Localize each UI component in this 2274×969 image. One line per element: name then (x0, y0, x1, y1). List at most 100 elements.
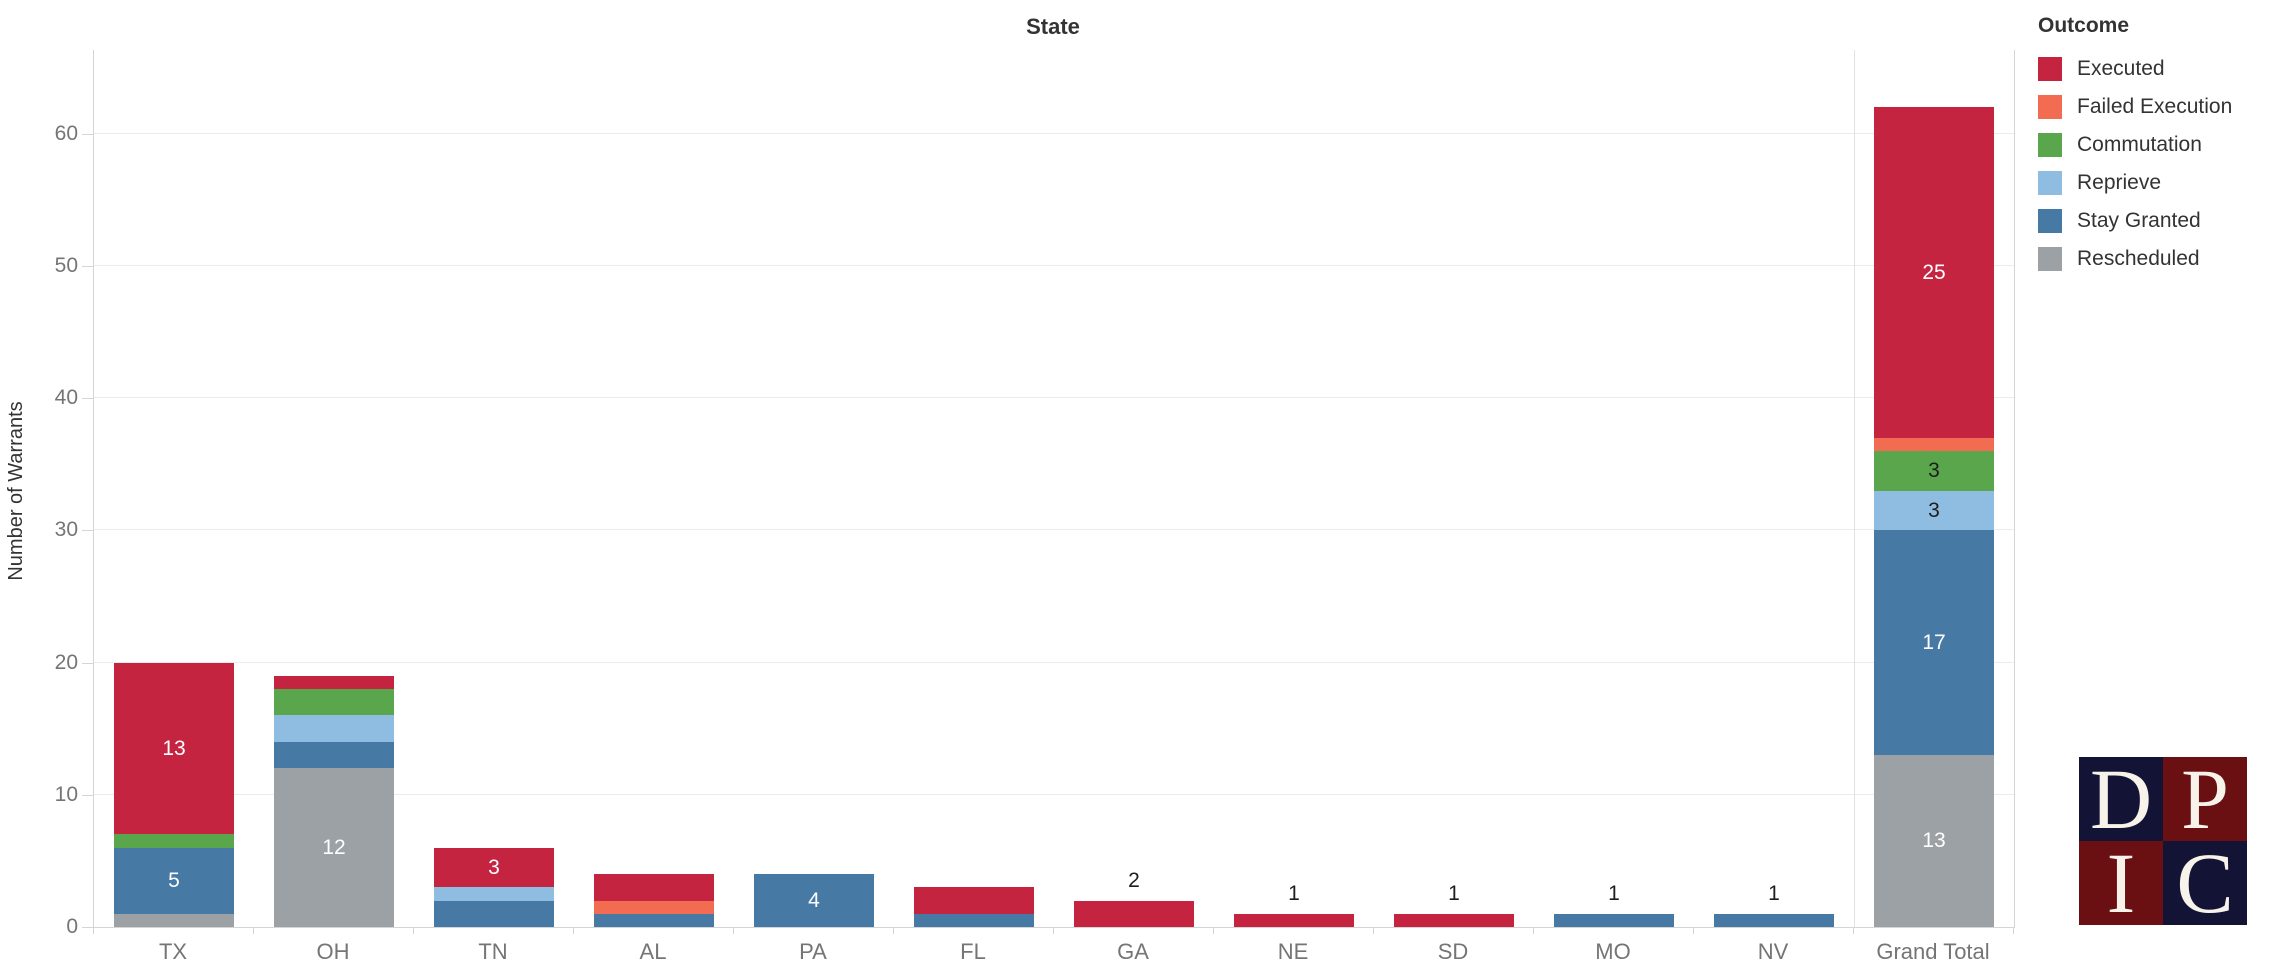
bar-segment-oh-rescheduled[interactable] (274, 768, 394, 927)
bar-total-label-mo: 1 (1608, 881, 1620, 905)
bar-segment-ga-executed[interactable] (1074, 900, 1194, 927)
gridline-30 (94, 529, 2014, 531)
bar-segment-grand-total-reprieve[interactable] (1874, 490, 1994, 531)
bar-segment-oh-executed[interactable] (274, 675, 394, 690)
legend: Outcome Executed Failed Execution Commutat… (2038, 14, 2270, 278)
dpic-logo-letter-d: D (2079, 757, 2163, 841)
bar-total-label-ga: 2 (1128, 868, 1140, 892)
bar-segment-tx-commutation[interactable] (114, 834, 234, 848)
y-tick-label-20: 20 (54, 650, 78, 674)
legend-item-reprieve[interactable]: Reprieve (2038, 164, 2270, 202)
y-tick-mark-50 (82, 266, 93, 267)
bar-total-label-ne: 1 (1288, 881, 1300, 905)
legend-item-commutation[interactable]: Commutation (2038, 126, 2270, 164)
y-tick-mark-20 (82, 662, 93, 664)
x-axis-label-ne: NE (1277, 939, 1309, 964)
legend-swatch-stay-granted (2038, 209, 2062, 233)
segment-label-tx-stay-granted: 5 (168, 868, 180, 892)
bar-segment-grand-total-executed[interactable] (1874, 107, 1994, 438)
bar-segment-tx-rescheduled[interactable] (114, 913, 234, 927)
x-tick-mark-9 (1533, 928, 1534, 934)
gridline-40 (94, 397, 2014, 399)
bar-segment-grand-total-stay-granted[interactable] (1874, 530, 1994, 756)
dpic-logo-letter-i: I (2079, 841, 2163, 925)
segment-label-oh-rescheduled: 12 (322, 835, 346, 859)
bar-segment-nv-stay-granted[interactable] (1714, 913, 1834, 927)
bar-segment-sd-executed[interactable] (1394, 913, 1514, 927)
y-tick-label-40: 40 (54, 386, 78, 410)
legend-swatch-executed (2038, 57, 2062, 81)
bar-segment-fl-stay-granted[interactable] (914, 913, 1034, 927)
x-axis-label-tn: TN (478, 939, 508, 964)
x-axis-label-fl: FL (960, 939, 986, 964)
bar-segment-oh-stay-granted[interactable] (274, 741, 394, 769)
gridline-10 (94, 793, 2014, 795)
legend-label-rescheduled: Rescheduled (2077, 247, 2200, 270)
bar-segment-pa-stay-granted[interactable] (754, 874, 874, 927)
segment-label-pa-stay-granted: 4 (808, 888, 820, 912)
x-tick-mark-12 (2013, 928, 2014, 934)
bar-segment-mo-stay-granted[interactable] (1554, 913, 1674, 927)
bar-segment-grand-total-rescheduled[interactable] (1874, 755, 1994, 927)
x-tick-mark-6 (1053, 928, 1054, 934)
dpic-logo-letter-p: P (2163, 757, 2247, 841)
x-tick-mark-8 (1373, 928, 1374, 934)
legend-item-failed-execution[interactable]: Failed Execution (2038, 88, 2270, 126)
x-axis-label-ga: GA (1117, 939, 1149, 964)
legend-swatch-failed-execution (2038, 95, 2062, 119)
x-tick-mark-5 (893, 928, 894, 934)
bar-segment-tx-executed[interactable] (114, 662, 234, 835)
bar-segment-oh-commutation[interactable] (274, 689, 394, 716)
y-tick-label-30: 30 (54, 518, 78, 542)
x-tick-mark-2 (413, 928, 414, 934)
legend-swatch-rescheduled (2038, 247, 2062, 271)
legend-label-failed-execution: Failed Execution (2077, 95, 2233, 118)
segment-label-grand-total-executed: 25 (1922, 260, 1946, 284)
x-axis-label-oh: OH (316, 939, 350, 964)
x-axis-label-pa: PA (799, 939, 827, 964)
legend-item-executed[interactable]: Executed (2038, 50, 2270, 88)
x-tick-mark-10 (1693, 928, 1694, 934)
x-tick-mark-4 (733, 928, 734, 934)
y-tick-mark-0 (82, 927, 93, 928)
bar-segment-al-stay-granted[interactable] (594, 913, 714, 927)
segment-label-grand-total-rescheduled: 13 (1922, 829, 1946, 853)
segment-label-tn-executed: 3 (488, 855, 500, 879)
bar-segment-fl-executed[interactable] (914, 887, 1034, 914)
grand-total-divider (1854, 50, 1855, 927)
legend-title: Outcome (2038, 14, 2130, 37)
gridline-50 (94, 265, 2014, 266)
x-axis-label-grand-total: Grand Total (1876, 939, 1990, 964)
legend-label-reprieve: Reprieve (2077, 171, 2162, 194)
bar-segment-oh-reprieve[interactable] (274, 715, 394, 742)
bar-segment-al-failed-execution[interactable] (594, 900, 714, 914)
legend-items: Executed Failed Execution Commutation Repri… (2038, 50, 2270, 278)
bar-segment-tx-stay-granted[interactable] (114, 847, 234, 914)
bar-segment-tn-reprieve[interactable] (434, 887, 554, 901)
segment-label-grand-total-reprieve: 3 (1928, 498, 1940, 522)
bar-total-label-nv: 1 (1768, 881, 1780, 905)
x-axis-label-mo: MO (1595, 939, 1631, 964)
y-tick-label-50: 50 (54, 254, 78, 277)
legend-item-stay-granted[interactable]: Stay Granted (2038, 202, 2270, 240)
dpic-logo-letter-c: C (2163, 841, 2247, 925)
bar-segment-al-executed[interactable] (594, 874, 714, 901)
bar-segment-tn-executed[interactable] (434, 847, 554, 888)
segment-label-tx-executed: 13 (162, 736, 186, 760)
y-tick-label-10: 10 (54, 782, 78, 806)
y-tick-mark-30 (82, 530, 93, 532)
x-tick-mark-1 (253, 928, 254, 934)
bar-segment-tn-stay-granted[interactable] (434, 900, 554, 927)
segment-label-grand-total-commutation: 3 (1928, 458, 1940, 482)
bar-segment-ne-executed[interactable] (1234, 913, 1354, 927)
legend-label-executed: Executed (2077, 57, 2165, 80)
bar-segment-grand-total-commutation[interactable] (1874, 451, 1994, 491)
bar-segment-grand-total-failed-execution[interactable] (1874, 437, 1994, 452)
chart-title: State (1026, 14, 1080, 39)
legend-label-commutation: Commutation (2077, 133, 2202, 156)
legend-item-rescheduled[interactable]: Rescheduled (2038, 240, 2270, 278)
x-axis-label-al: AL (639, 939, 667, 964)
y-tick-mark-10 (82, 794, 93, 796)
legend-swatch-commutation (2038, 133, 2062, 157)
